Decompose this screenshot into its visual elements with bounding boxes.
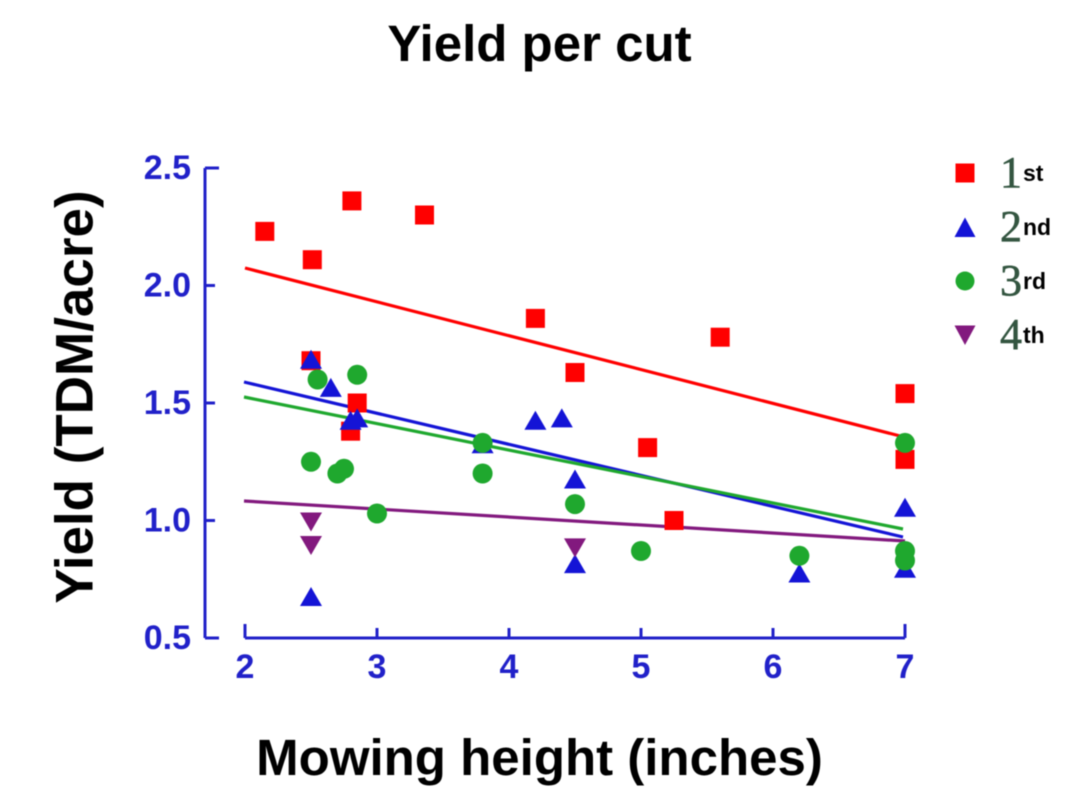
- svg-text:3: 3: [368, 648, 387, 686]
- svg-text:6: 6: [764, 648, 783, 686]
- svg-text:1.5: 1.5: [144, 384, 191, 422]
- svg-text:1.0: 1.0: [144, 502, 191, 540]
- svg-text:4: 4: [500, 648, 519, 686]
- svg-text:5: 5: [632, 648, 651, 686]
- svg-text:2: 2: [236, 648, 255, 686]
- svg-text:0.5: 0.5: [144, 619, 191, 657]
- svg-text:7: 7: [896, 648, 915, 686]
- svg-text:2.5: 2.5: [144, 149, 191, 187]
- svg-text:2.0: 2.0: [144, 267, 191, 305]
